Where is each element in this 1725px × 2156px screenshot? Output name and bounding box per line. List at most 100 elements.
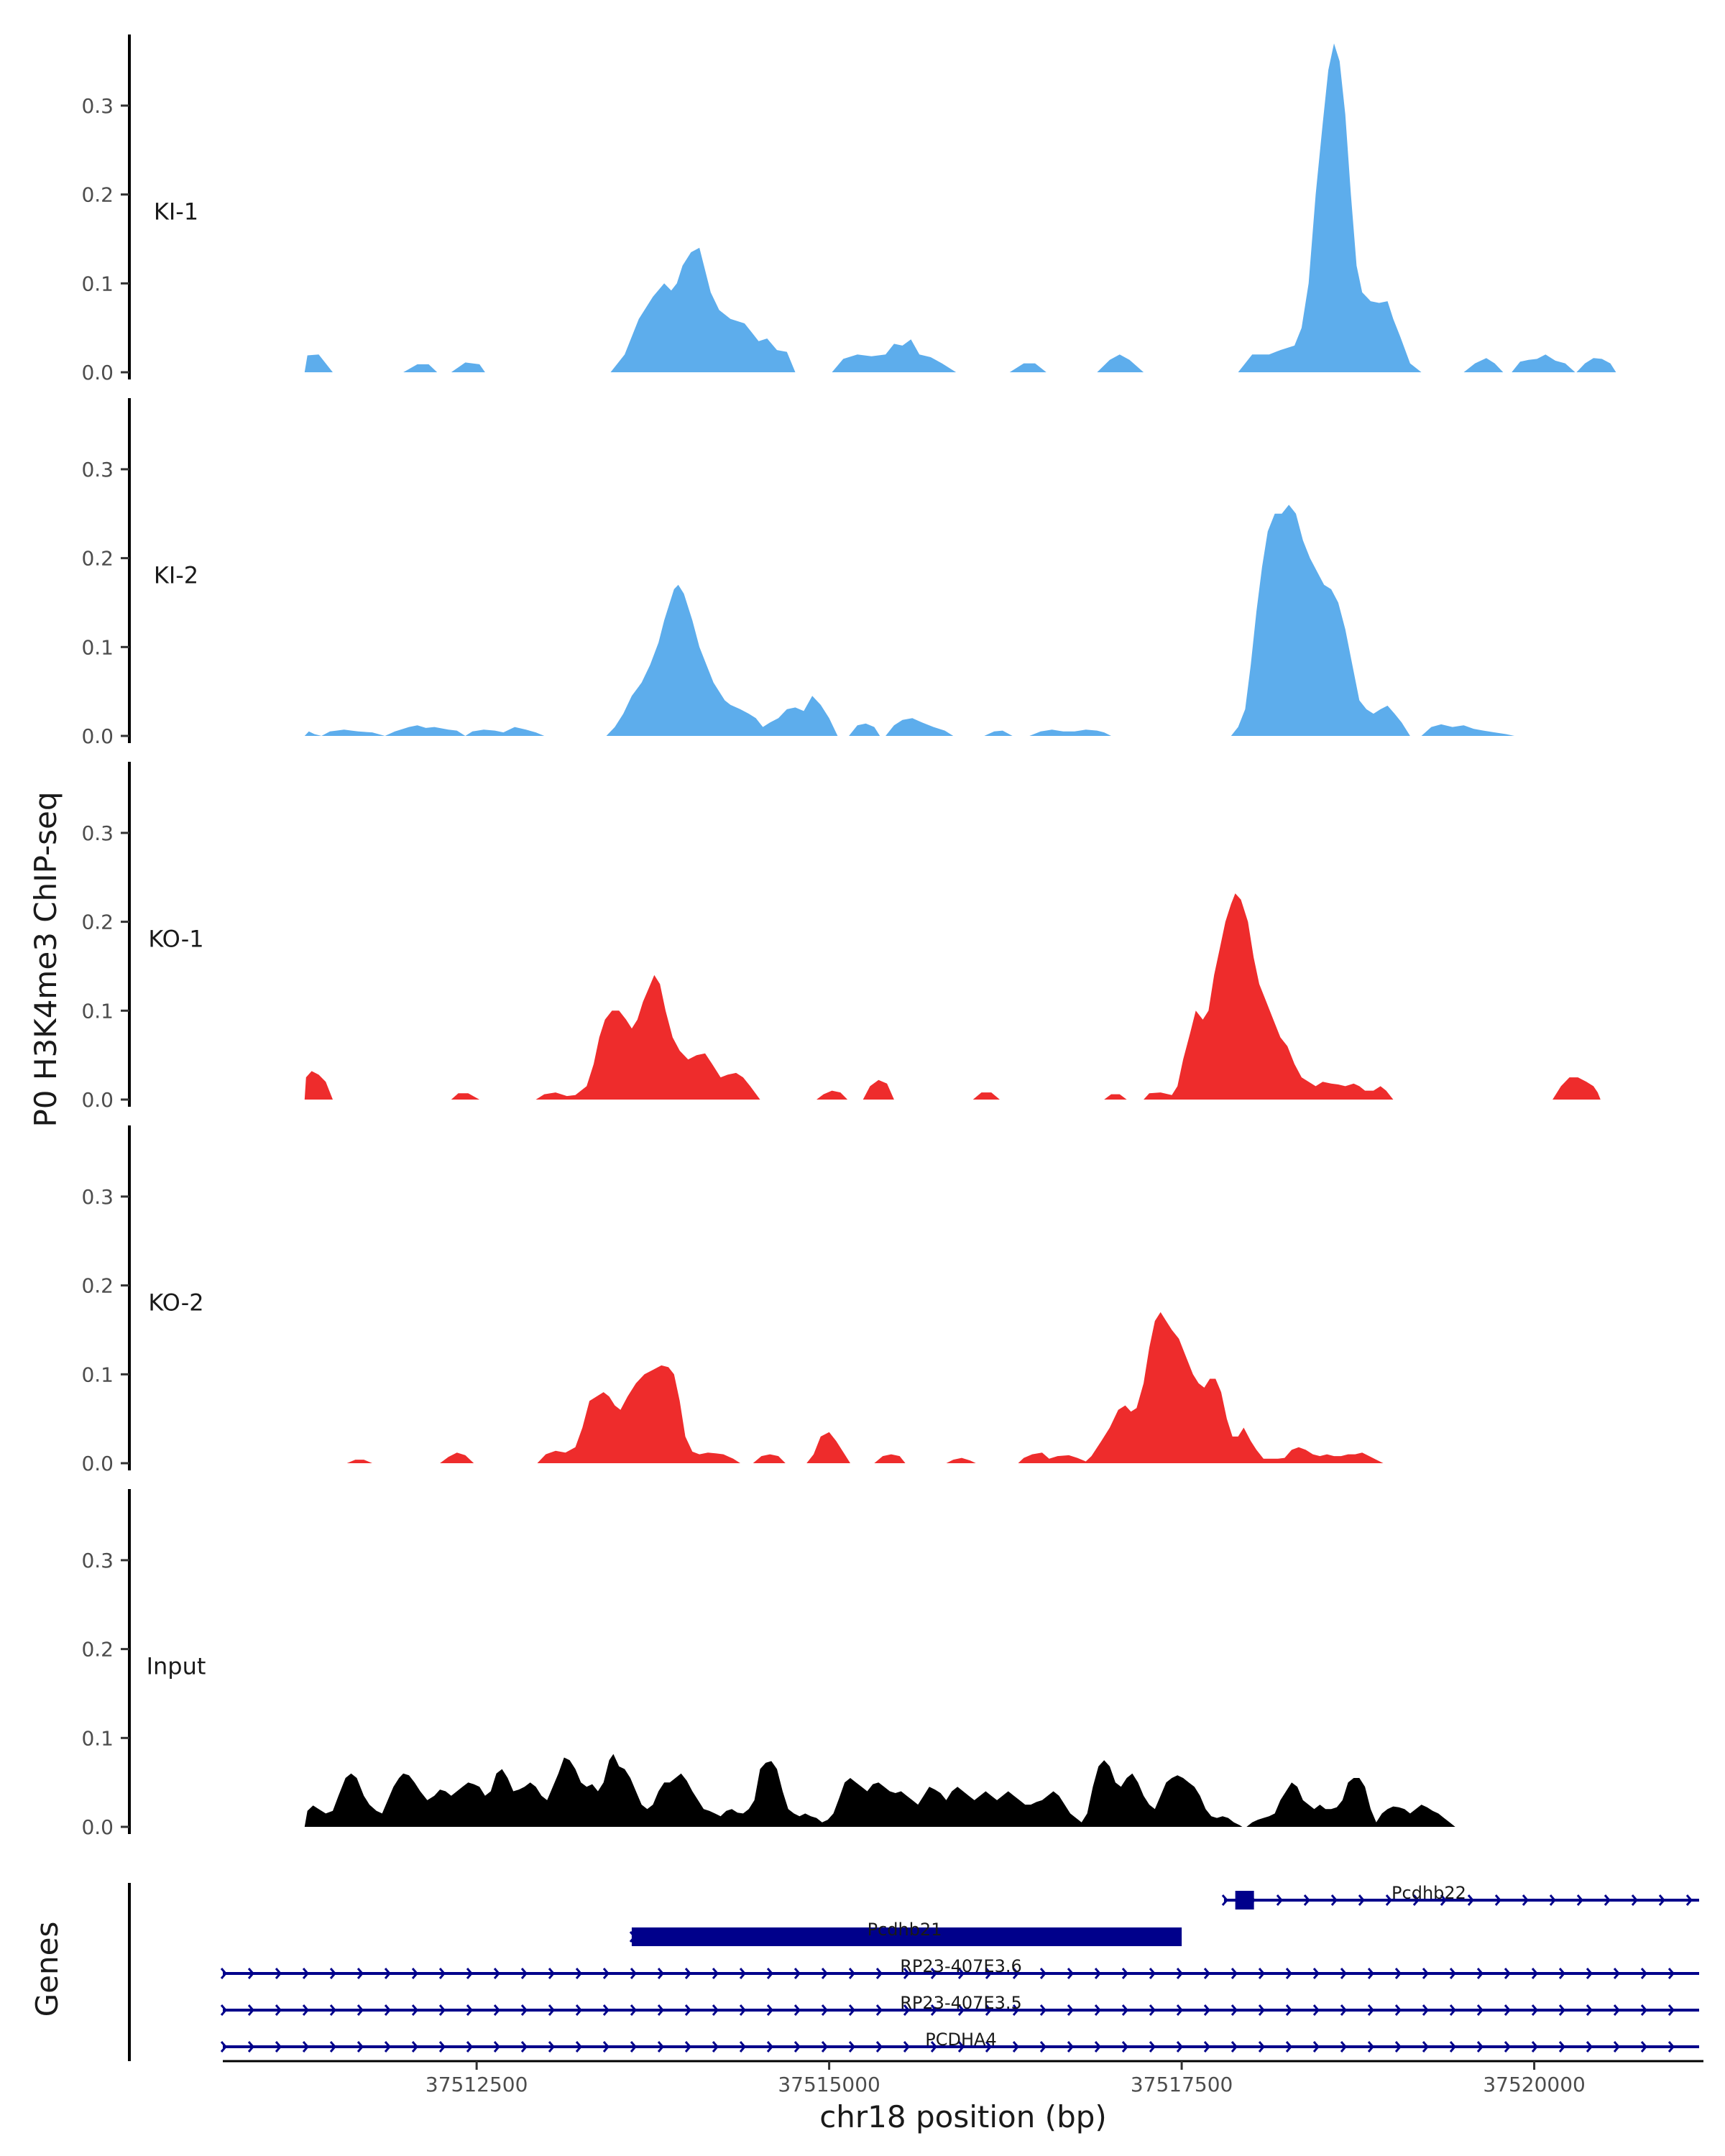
gene-pcdhb21: Pcdhb21 (629, 1920, 1182, 1946)
strand-arrow (1039, 2004, 1046, 2016)
strand-arrow (1094, 2004, 1101, 2016)
gene-pcdha4: PCDHA4 (220, 2030, 1699, 2053)
exon-block (631, 1927, 1182, 1946)
coverage-area (304, 893, 1601, 1100)
strand-arrow (1549, 1894, 1556, 1906)
coverage-area (304, 505, 1515, 736)
strand-arrow (875, 2041, 883, 2053)
gene-label: Pcdhb22 (1392, 1883, 1466, 1903)
strand-arrow (384, 2004, 391, 2016)
track-input: 0.0 0.1 0.2 0.3 Input (81, 1489, 1455, 1839)
strand-arrow (1385, 1894, 1392, 1906)
y-tick-label: 0.1 (81, 1363, 114, 1386)
strand-arrow (712, 2041, 719, 2053)
strand-arrow (520, 2004, 528, 2016)
strand-arrow (1312, 2004, 1320, 2016)
strand-arrow (302, 2004, 309, 2016)
strand-arrow (1640, 2004, 1647, 2016)
strand-arrow (712, 2004, 719, 2016)
strand-arrow (1558, 2004, 1565, 2016)
y-tick-label: 0.2 (81, 911, 114, 934)
strand-arrow (1422, 2004, 1429, 2016)
strand-arrow (466, 1968, 473, 1979)
strand-arrow (1039, 1968, 1046, 1979)
strand-arrow (794, 2004, 801, 2016)
strand-arrow (275, 2041, 282, 2053)
strand-arrow (1149, 1968, 1156, 1979)
strand-arrow (1258, 2041, 1265, 2053)
y-tick-label: 0.2 (81, 183, 114, 207)
strand-arrow (848, 2004, 855, 2016)
strand-arrow (1613, 1968, 1620, 1979)
strand-arrow (1303, 1894, 1310, 1906)
strand-arrow (1203, 2041, 1210, 2053)
strand-arrow (356, 2041, 364, 2053)
y-tick-label: 0.1 (81, 272, 114, 295)
track-label: KO-2 (148, 1289, 203, 1316)
strand-arrow (1340, 1968, 1347, 1979)
strand-arrow (821, 2004, 828, 2016)
y-tick-label: 0.3 (81, 821, 114, 845)
strand-arrow (1531, 1968, 1538, 1979)
strand-arrow (1285, 1968, 1292, 1979)
strand-arrow (657, 2004, 664, 2016)
strand-arrow (1476, 2041, 1484, 2053)
strand-arrow (1276, 1894, 1283, 1906)
strand-arrow (1640, 2041, 1647, 2053)
strand-arrow (438, 1968, 446, 1979)
y-tick-label: 0.1 (81, 999, 114, 1023)
track-label: KO-1 (148, 925, 203, 952)
strand-arrow (1176, 2004, 1183, 2016)
strand-arrow (712, 1968, 719, 1979)
strand-arrow (1685, 1894, 1693, 1906)
strand-arrow (1586, 2041, 1593, 2053)
strand-arrow (848, 1968, 855, 1979)
strand-arrow (1203, 1968, 1210, 1979)
x-axis: chr18 position (bp) 37512500 37515000 3751… (223, 2060, 1703, 2134)
strand-arrow (1558, 2041, 1565, 2053)
strand-arrow (1149, 2004, 1156, 2016)
strand-arrow (411, 2004, 418, 2016)
strand-arrow (1531, 2004, 1538, 2016)
strand-arrow (657, 2041, 664, 2053)
strand-arrow (356, 2004, 364, 2016)
strand-arrow (1221, 1894, 1228, 1906)
y-axis-title: P0 H3K4me3 ChIP-seq (28, 791, 63, 1127)
strand-arrow (548, 2041, 555, 2053)
strand-arrow (275, 1968, 282, 1979)
strand-arrow (1531, 2041, 1538, 2053)
y-tick-label: 0.2 (81, 547, 114, 571)
strand-arrow (848, 2041, 855, 2053)
strand-arrow (384, 1968, 391, 1979)
y-tick-label: 0.3 (81, 1549, 114, 1572)
strand-arrow (302, 2041, 309, 2053)
strand-arrow (903, 2041, 910, 2053)
strand-arrow (985, 2041, 992, 2053)
strand-arrow (1094, 2041, 1101, 2053)
gene-rp23-407e3.6: RP23-407E3.6 (220, 1956, 1699, 1979)
strand-arrow (794, 1968, 801, 1979)
strand-arrow (1476, 2004, 1484, 2016)
strand-arrow (1658, 1894, 1665, 1906)
strand-arrow (329, 1968, 336, 1979)
strand-arrow (1067, 2004, 1074, 2016)
strand-arrow (1340, 2041, 1347, 2053)
strand-arrow (575, 1968, 582, 1979)
track-label: KI-2 (154, 561, 198, 589)
coverage-area (346, 1312, 1384, 1463)
y-tick-label: 0.1 (81, 1726, 114, 1750)
strand-arrow (1312, 2041, 1320, 2053)
strand-arrow (684, 2004, 691, 2016)
strand-arrow (766, 2041, 773, 2053)
strand-arrow (930, 1968, 937, 1979)
gene-pcdhb22: Pcdhb22 (1221, 1883, 1699, 1909)
strand-arrow (1367, 1968, 1374, 1979)
strand-arrow (739, 1968, 746, 1979)
strand-arrow (1285, 2041, 1292, 2053)
gene-rows: Pcdhb22 Pcdhb21 RP23-407E3.6 RP23-407E3.5 PC… (220, 1883, 1699, 2053)
strand-arrow (1613, 2004, 1620, 2016)
strand-arrow (1230, 1968, 1238, 1979)
strand-arrow (1422, 2041, 1429, 2053)
strand-arrow (411, 1968, 418, 1979)
strand-arrow (411, 2041, 418, 2053)
